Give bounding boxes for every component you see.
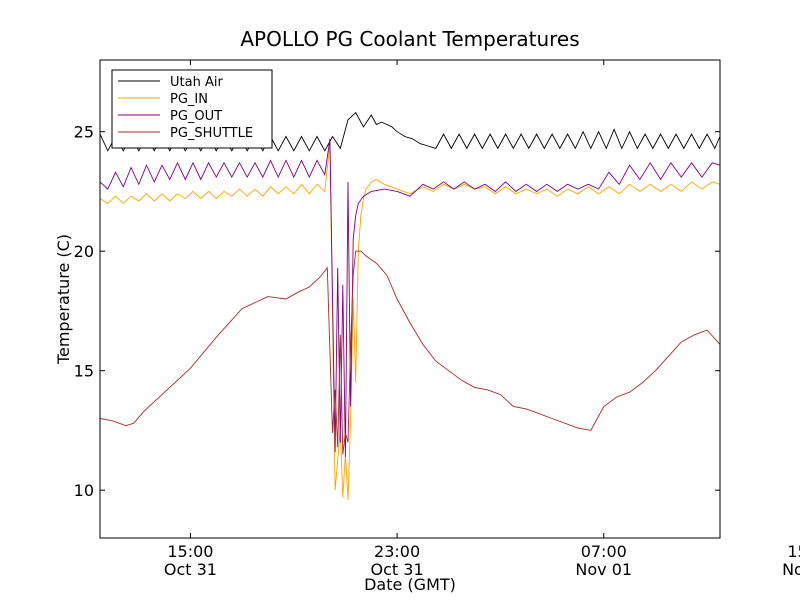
x-tick-label-date: Nov 01 bbox=[575, 560, 632, 579]
x-tick-label-time: 23:00 bbox=[374, 542, 420, 561]
x-tick-label-date: Oct 31 bbox=[164, 560, 217, 579]
series-line-pg-in bbox=[99, 143, 721, 500]
y-tick-label: 10 bbox=[74, 481, 94, 500]
x-tick-label-date: Nov 01 bbox=[782, 560, 800, 579]
legend-label: PG_SHUTTLE bbox=[170, 126, 253, 141]
x-tick-label-time: 15:00 bbox=[787, 542, 800, 561]
y-tick-label: 20 bbox=[74, 242, 94, 261]
y-axis-title: Temperature (C) bbox=[54, 234, 73, 365]
legend-label: PG_OUT bbox=[170, 109, 222, 124]
legend-label: PG_IN bbox=[170, 92, 208, 107]
y-tick-label: 15 bbox=[74, 362, 94, 381]
y-tick-label: 25 bbox=[74, 123, 94, 142]
x-tick-label-time: 07:00 bbox=[581, 542, 627, 561]
series-line-pg-shuttle bbox=[99, 250, 721, 455]
x-axis-title: Date (GMT) bbox=[364, 575, 456, 594]
chart-title: APOLLO PG Coolant Temperatures bbox=[240, 27, 579, 51]
plot-frame bbox=[99, 59, 721, 539]
legend-label: Utah Air bbox=[170, 75, 223, 90]
x-tick-label-date: Oct 31 bbox=[371, 560, 424, 579]
x-tick-label-time: 15:00 bbox=[167, 542, 213, 561]
legend-box bbox=[111, 69, 273, 149]
legend: Utah Air PG_IN PG_OUT PG_SHUTTLE bbox=[111, 69, 273, 149]
